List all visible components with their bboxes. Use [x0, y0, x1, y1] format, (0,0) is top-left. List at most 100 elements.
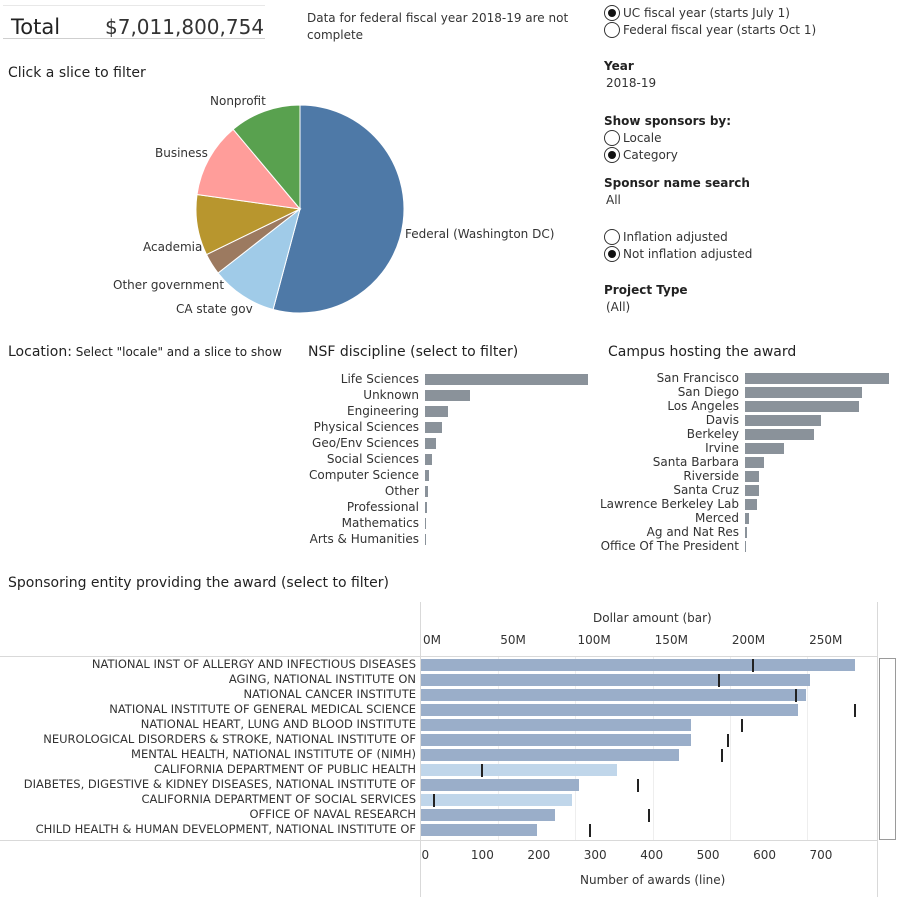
- radio-unselected-icon[interactable]: [604, 130, 620, 146]
- campus-bar[interactable]: [745, 485, 759, 496]
- sponsor-award-count-tick[interactable]: [752, 659, 755, 672]
- campus-bar[interactable]: [745, 401, 859, 412]
- campus-bar[interactable]: [745, 457, 764, 468]
- campus-bar[interactable]: [745, 387, 862, 398]
- sponsor-dollar-bar[interactable]: [421, 734, 692, 746]
- sponsor-award-count-tick[interactable]: [721, 749, 724, 762]
- bottom-axis-title: Number of awards (line): [580, 873, 726, 887]
- sponsor-label: NEUROLOGICAL DISORDERS & STROKE, NATIONA…: [43, 732, 416, 746]
- sponsor-award-count-tick[interactable]: [433, 794, 436, 807]
- nsf-label: Geo/Env Sciences: [312, 436, 419, 450]
- radio-selected-icon[interactable]: [604, 246, 620, 262]
- pie-slice-nonprofit[interactable]: [232, 104, 301, 211]
- bottom-tick-label: 500: [696, 848, 720, 862]
- sponsor-category-pie[interactable]: Federal (Washington DC) CA state gov Oth…: [0, 90, 600, 330]
- gridline: [729, 657, 731, 840]
- campus-label: Berkeley: [686, 427, 739, 441]
- sponsor-label: OFFICE OF NAVAL RESEARCH: [249, 807, 416, 821]
- sponsor-label: CALIFORNIA DEPARTMENT OF PUBLIC HEALTH: [153, 762, 416, 776]
- pie-slice-federal[interactable]: [272, 104, 405, 314]
- nsf-label: Professional: [346, 500, 419, 514]
- sponsor-dollar-bar[interactable]: [421, 764, 618, 776]
- nsf-bar[interactable]: [425, 518, 427, 529]
- sponsor-label: MENTAL HEALTH, NATIONAL INSTITUTE OF (NI…: [131, 747, 416, 761]
- radio-unselected-icon[interactable]: [604, 22, 620, 38]
- nsf-bar[interactable]: [425, 406, 448, 417]
- bottom-tick-label: 100: [470, 848, 494, 862]
- sponsor-award-count-tick[interactable]: [741, 719, 743, 732]
- sponsor-dollar-bar[interactable]: [421, 689, 806, 701]
- sponsoring-title: Sponsoring entity providing the award (s…: [8, 575, 390, 591]
- inflation-option-not-adjusted[interactable]: Not inflation adjusted: [604, 246, 752, 262]
- bottom-tick-label: 700: [809, 848, 833, 862]
- sponsor-award-count-tick[interactable]: [647, 809, 650, 822]
- radio-selected-icon[interactable]: [604, 147, 620, 163]
- nsf-bar[interactable]: [425, 486, 428, 497]
- campus-label: Irvine: [705, 441, 739, 455]
- sponsor-award-count-tick[interactable]: [853, 704, 856, 717]
- campus-bar[interactable]: [745, 429, 815, 440]
- bottom-tick-label: 600: [753, 848, 776, 862]
- sponsor-dollar-bar[interactable]: [421, 779, 579, 791]
- sponsor-dollar-bar[interactable]: [421, 719, 692, 731]
- sponsor-dollar-bar[interactable]: [421, 794, 573, 806]
- nsf-bar[interactable]: [425, 470, 429, 481]
- campus-bar[interactable]: [745, 541, 746, 552]
- sponsor-award-count-tick[interactable]: [726, 734, 729, 747]
- sponsor-dollar-bar[interactable]: [421, 659, 855, 671]
- campus-label: Lawrence Berkeley Lab: [599, 497, 739, 511]
- campus-title: Campus hosting the award: [608, 344, 797, 360]
- sponsor-label: NATIONAL INSTITUTE OF GENERAL MEDICAL SC…: [109, 702, 416, 716]
- nsf-bar[interactable]: [425, 374, 588, 385]
- sponsors-option-label: Locale: [623, 131, 662, 145]
- radio-selected-icon[interactable]: [604, 5, 620, 21]
- project-type-dropdown[interactable]: (All): [606, 300, 631, 314]
- fiscal-option-federal[interactable]: Federal fiscal year (starts Oct 1): [604, 22, 816, 38]
- campus-bar[interactable]: [745, 443, 784, 454]
- sponsor-dollar-bar[interactable]: [421, 749, 679, 761]
- scrollbar[interactable]: [879, 658, 896, 840]
- sponsor-dollar-bar[interactable]: [421, 704, 798, 716]
- fiscal-option-label: UC fiscal year (starts July 1): [623, 6, 790, 20]
- plot-bottom-rule: [0, 840, 878, 841]
- sponsor-label: DIABETES, DIGESTIVE & KIDNEY DISEASES, N…: [23, 777, 416, 791]
- nsf-bar[interactable]: [425, 502, 427, 513]
- nsf-bar[interactable]: [425, 390, 470, 401]
- sponsor-labels: NATIONAL INST OF ALLERGY AND INFECTIOUS …: [0, 600, 416, 900]
- nsf-bar[interactable]: [425, 454, 432, 465]
- campus-bar[interactable]: [745, 415, 822, 426]
- total-label: Total: [11, 15, 61, 39]
- top-tick-label: 200M: [731, 633, 766, 647]
- nsf-bar[interactable]: [425, 438, 437, 449]
- sponsor-dollar-bar[interactable]: [421, 824, 537, 836]
- sponsor-label: NATIONAL INST OF ALLERGY AND INFECTIOUS …: [91, 657, 416, 671]
- campus-bar[interactable]: [745, 513, 749, 524]
- sponsoring-chart[interactable]: Dollar amount (bar) 0M 50M 100M 150M 200M 250…: [0, 600, 900, 900]
- total-box: Total $7,011,800,754: [3, 5, 265, 39]
- campus-bar[interactable]: [745, 499, 758, 510]
- sponsors-option-locale[interactable]: Locale: [604, 130, 661, 146]
- bottom-tick-label: 300: [583, 848, 607, 862]
- nsf-bar[interactable]: [425, 534, 426, 545]
- sponsor-dollar-bar[interactable]: [421, 674, 811, 686]
- campus-bar[interactable]: [745, 471, 760, 482]
- pie-slice-business[interactable]: [196, 128, 302, 210]
- nsf-bar[interactable]: [425, 422, 443, 433]
- sponsor-award-count-tick[interactable]: [718, 674, 721, 687]
- sponsor-search-input[interactable]: All: [606, 193, 621, 207]
- inflation-option-adjusted[interactable]: Inflation adjusted: [604, 229, 728, 245]
- campus-bar[interactable]: [745, 373, 889, 384]
- campus-label: Ag and Nat Res: [646, 525, 739, 539]
- sponsors-option-category[interactable]: Category: [604, 147, 678, 163]
- campus-bar[interactable]: [745, 527, 747, 538]
- sponsor-award-count-tick[interactable]: [636, 779, 639, 792]
- nsf-label: Unknown: [363, 388, 419, 402]
- radio-unselected-icon[interactable]: [604, 229, 620, 245]
- sponsor-award-count-tick[interactable]: [794, 689, 797, 702]
- sponsor-award-count-tick[interactable]: [481, 764, 484, 777]
- sponsor-award-count-tick[interactable]: [588, 824, 591, 837]
- fiscal-option-uc[interactable]: UC fiscal year (starts July 1): [604, 5, 790, 21]
- nsf-label: Arts & Humanities: [309, 532, 419, 546]
- year-dropdown[interactable]: 2018-19: [606, 76, 657, 90]
- sponsor-dollar-bar[interactable]: [421, 809, 556, 821]
